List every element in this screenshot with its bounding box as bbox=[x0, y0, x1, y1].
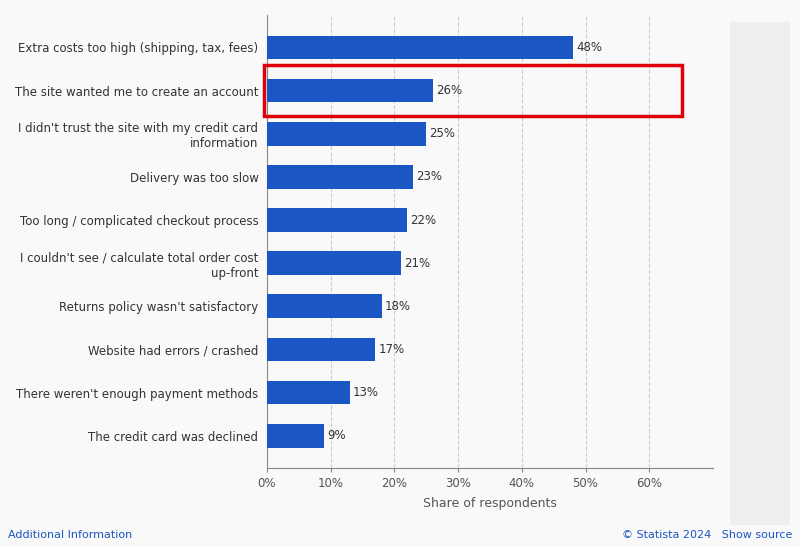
Text: 18%: 18% bbox=[385, 300, 410, 313]
Text: Additional Information: Additional Information bbox=[8, 531, 132, 540]
Text: 22%: 22% bbox=[410, 213, 436, 226]
Bar bbox=[267, 251, 401, 275]
X-axis label: Share of respondents: Share of respondents bbox=[423, 497, 557, 510]
Text: © Statista 2024   Show source: © Statista 2024 Show source bbox=[622, 531, 792, 540]
Text: 26%: 26% bbox=[436, 84, 462, 97]
Bar bbox=[267, 36, 573, 59]
Bar bbox=[267, 337, 375, 361]
Text: 17%: 17% bbox=[378, 343, 405, 356]
Bar bbox=[267, 294, 382, 318]
Bar bbox=[267, 79, 433, 102]
Text: 13%: 13% bbox=[353, 386, 379, 399]
Bar bbox=[267, 208, 407, 232]
Text: 21%: 21% bbox=[404, 257, 430, 270]
Bar bbox=[267, 424, 324, 447]
Text: 48%: 48% bbox=[576, 41, 602, 54]
Text: 9%: 9% bbox=[327, 429, 346, 442]
Text: 23%: 23% bbox=[417, 170, 442, 183]
Bar bbox=[267, 122, 426, 146]
Bar bbox=[267, 381, 350, 404]
Bar bbox=[267, 165, 414, 189]
Text: 25%: 25% bbox=[430, 127, 455, 140]
